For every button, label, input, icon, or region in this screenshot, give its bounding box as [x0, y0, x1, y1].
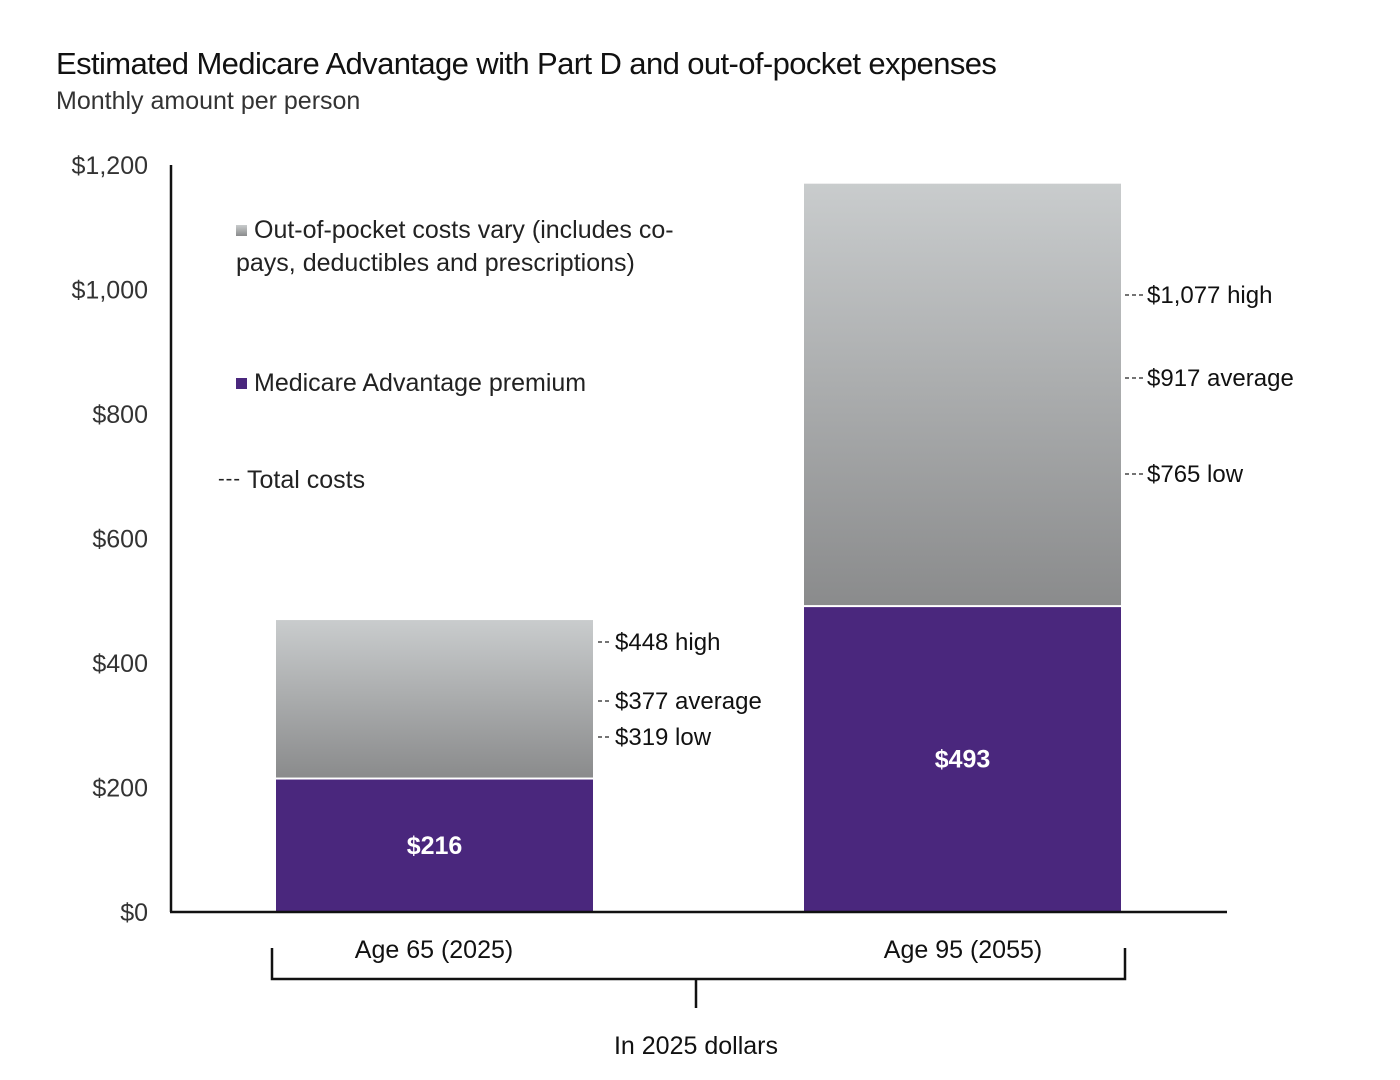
legend-label: Medicare Advantage premium — [254, 369, 587, 397]
bar-premium — [276, 779, 593, 912]
x-category-label: Age 65 (2025) — [355, 936, 513, 964]
legend-dash-icon: --- — [218, 468, 241, 490]
category-bracket — [270, 948, 1127, 1008]
total-cost-label: $917 average — [1147, 365, 1294, 392]
premium-value-label: $493 — [935, 746, 991, 774]
x-axis-label: In 2025 dollars — [614, 1032, 778, 1060]
y-tick-label: $800 — [92, 401, 148, 429]
total-cost-label: $319 low — [615, 724, 712, 751]
bar-out-of-pocket — [276, 620, 593, 778]
total-cost-label: $377 average — [615, 688, 762, 715]
total-cost-label: $765 low — [1147, 461, 1244, 488]
total-cost-label: $448 high — [615, 629, 720, 656]
y-tick-label: $600 — [92, 526, 148, 554]
premium-value-label: $216 — [407, 832, 463, 860]
bar-out-of-pocket — [804, 183, 1121, 606]
legend-item-out-of-pocket: Out-of-pocket costs vary (includes co-pa… — [236, 214, 696, 280]
legend-swatch-gray — [236, 225, 247, 236]
chart-subtitle: Monthly amount per person — [56, 87, 361, 115]
y-tick-label: $200 — [92, 775, 148, 803]
legend-item-total-costs: --- Total costs — [218, 463, 365, 497]
x-category-label: Age 95 (2055) — [884, 936, 1042, 964]
y-tick-label: $1,200 — [72, 152, 148, 180]
y-tick-label: $400 — [92, 650, 148, 678]
y-tick-label: $0 — [120, 899, 148, 927]
legend-label: Out-of-pocket costs vary (includes co-pa… — [236, 216, 674, 277]
legend-swatch-purple — [236, 378, 247, 389]
legend-label: Total costs — [246, 466, 366, 494]
y-tick-label: $1,000 — [72, 277, 148, 305]
total-cost-label: $1,077 high — [1147, 282, 1272, 309]
bar-premium — [804, 607, 1121, 912]
chart-title: Estimated Medicare Advantage with Part D… — [56, 46, 997, 81]
legend-item-premium: Medicare Advantage premium — [236, 367, 586, 400]
